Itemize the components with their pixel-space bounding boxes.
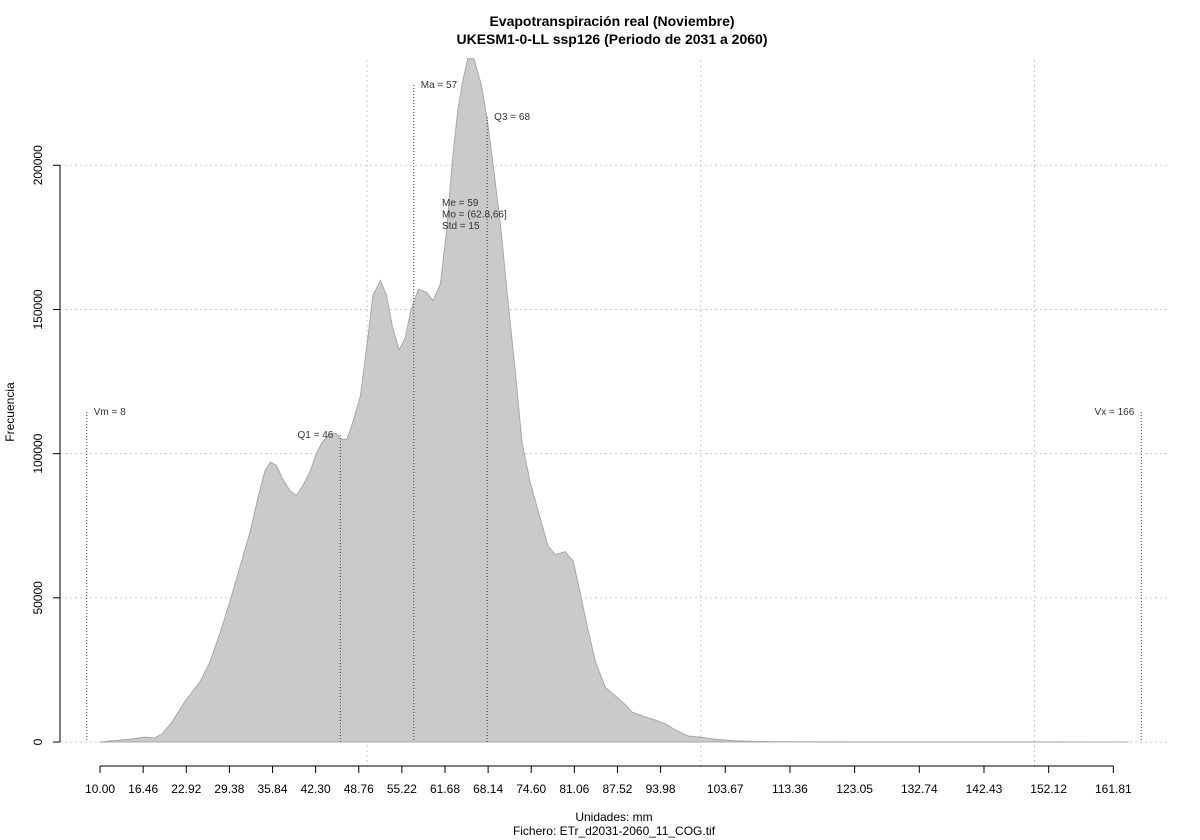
chart-subtitle: UKESM1-0-LL ssp126 (Periodo de 2031 a 20… xyxy=(457,31,768,47)
stat-label: Mo = (62.8,66] xyxy=(442,210,507,221)
x-tick-label: 103.67 xyxy=(707,782,744,796)
caption: Fichero: ETr_d2031-2060_11_COG.tif xyxy=(513,824,716,838)
x-tick-label: 10.00 xyxy=(85,782,115,796)
x-tick-label: 48.76 xyxy=(344,782,374,796)
x-tick-label: 93.98 xyxy=(646,782,676,796)
marker-label: Vx = 166 xyxy=(1095,407,1135,418)
marker-label: Q1 = 46 xyxy=(297,430,333,441)
x-tick-label: 55.22 xyxy=(387,782,417,796)
x-tick-label: 35.84 xyxy=(258,782,288,796)
marker-label: Q3 = 68 xyxy=(494,112,530,123)
x-tick-label: 123.05 xyxy=(836,782,873,796)
x-tick-label: 61.68 xyxy=(430,782,460,796)
x-tick-label: 161.81 xyxy=(1095,782,1132,796)
x-tick-label: 81.06 xyxy=(559,782,589,796)
y-tick-label: 100000 xyxy=(31,433,45,473)
x-tick-label: 42.30 xyxy=(301,782,331,796)
marker-label: Vm = 8 xyxy=(94,407,126,418)
x-tick-label: 29.38 xyxy=(214,782,244,796)
x-tick-label: 132.74 xyxy=(901,782,938,796)
x-axis-label: Unidades: mm xyxy=(575,810,652,824)
x-tick-label: 74.60 xyxy=(516,782,546,796)
chart-title: Evapotranspiración real (Noviembre) xyxy=(489,13,734,29)
marker-label: Ma = 57 xyxy=(421,80,458,91)
y-axis-label: Frecuencia xyxy=(3,382,17,442)
x-tick-label: 113.36 xyxy=(772,782,808,796)
x-tick-label: 22.92 xyxy=(171,782,201,796)
x-tick-label: 16.46 xyxy=(128,782,158,796)
stat-label: Me = 59 xyxy=(442,198,479,209)
stat-label: Std = 15 xyxy=(442,221,480,232)
x-tick-label: 142.43 xyxy=(966,782,1003,796)
y-tick-label: 0 xyxy=(31,738,45,745)
x-tick-label: 152.12 xyxy=(1030,782,1067,796)
x-tick-label: 68.14 xyxy=(473,782,503,796)
density-area xyxy=(98,58,1130,743)
y-tick-label: 50000 xyxy=(31,581,45,615)
y-tick-label: 150000 xyxy=(31,289,45,329)
y-tick-label: 200000 xyxy=(31,145,45,185)
x-tick-label: 87.52 xyxy=(602,782,632,796)
